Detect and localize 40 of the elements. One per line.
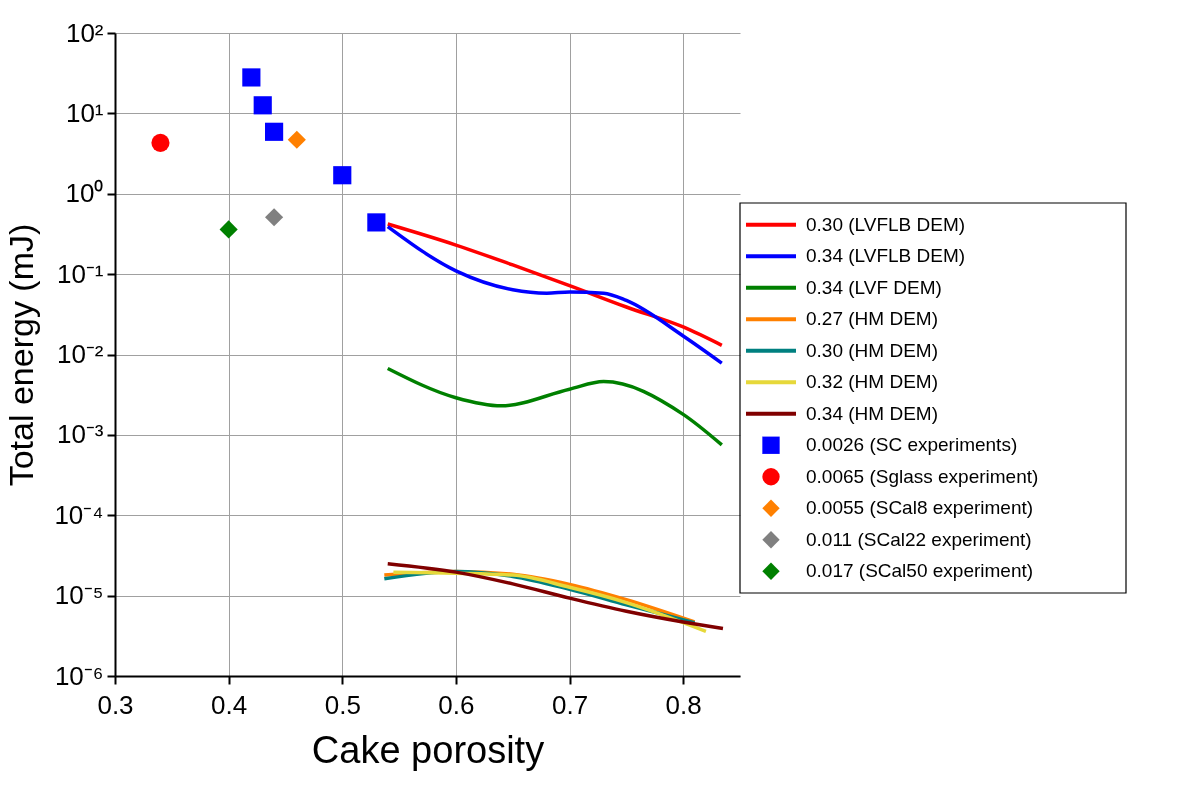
x-tick-label: 0.4: [211, 689, 248, 720]
x-tick-label: 0.7: [551, 689, 589, 720]
point: [333, 166, 352, 185]
legend-label: 0.0026 (SC experiments): [806, 434, 1018, 456]
point: [219, 220, 238, 239]
x-axis-title: Cake porosity: [311, 728, 545, 771]
point: [265, 122, 284, 141]
y-tick-label: 10⁰: [65, 178, 104, 209]
y-tick-label: 10⁻⁶: [54, 660, 104, 691]
legend-label: 0.30 (HM DEM): [806, 339, 938, 361]
x-tick-label: 0.5: [324, 689, 361, 720]
y-tick-label: 10⁻²: [56, 339, 104, 369]
y-axis-title: Total energy (mJ): [2, 223, 41, 487]
x-tick-label: 0.3: [97, 689, 134, 720]
y-tick-label: 10⁻¹: [56, 258, 104, 289]
y-tick-label: 10¹: [65, 97, 104, 128]
y-tick-label: 10⁻³: [56, 419, 104, 450]
point: [253, 96, 272, 115]
point: [367, 213, 386, 232]
point: [287, 130, 306, 149]
y-tick-label: 10⁻⁵: [54, 580, 104, 611]
point: [265, 208, 284, 227]
point: [242, 68, 261, 87]
legend-label: 0.017 (SCal50 experiment): [806, 560, 1034, 582]
line-series: [385, 561, 725, 631]
point: [151, 133, 170, 152]
legend-label: 0.0065 (Sglass experiment): [806, 465, 1039, 487]
y-tick-label: 10²: [65, 17, 104, 48]
legend-label: 0.34 (LVF DEM): [806, 276, 942, 298]
legend-label: 0.011 (SCal22 experiment): [806, 528, 1032, 550]
y-tick-label: 10⁻⁴: [54, 499, 104, 530]
x-tick-label: 0.6: [438, 689, 475, 720]
line-series: [385, 366, 724, 447]
legend-label: 0.0055 (SCal8 experiment): [806, 497, 1034, 519]
legend-label: 0.27 (HM DEM): [806, 308, 938, 330]
legend-label: 0.34 (LVFLB DEM): [806, 245, 966, 267]
x-tick-label: 0.8: [665, 689, 702, 720]
legend-label: 0.32 (HM DEM): [806, 371, 938, 393]
legend-label: 0.30 (LVFLB DEM): [806, 213, 966, 235]
legend-label: 0.34 (HM DEM): [806, 402, 938, 424]
